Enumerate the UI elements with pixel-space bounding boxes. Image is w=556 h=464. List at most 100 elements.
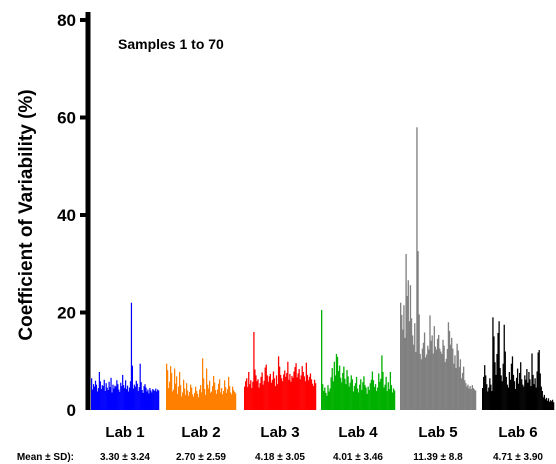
lab-label: Lab 5 bbox=[418, 424, 457, 441]
bar bbox=[291, 375, 293, 411]
bar bbox=[501, 381, 503, 410]
bar bbox=[439, 348, 441, 410]
bar bbox=[548, 401, 551, 410]
bar bbox=[288, 379, 290, 410]
bar bbox=[370, 379, 372, 410]
bar bbox=[402, 329, 404, 410]
bar bbox=[212, 386, 214, 410]
bar bbox=[451, 337, 453, 410]
bar bbox=[522, 384, 524, 410]
bar bbox=[356, 388, 359, 410]
bar bbox=[204, 389, 206, 410]
bar bbox=[327, 385, 329, 410]
bar bbox=[265, 364, 267, 410]
lab-label: Lab 2 bbox=[181, 424, 220, 441]
y-axis-label: Coefficient of Variability (%) bbox=[16, 89, 37, 340]
bar bbox=[231, 394, 233, 410]
bar bbox=[281, 378, 283, 410]
bar bbox=[416, 127, 418, 410]
bar bbox=[270, 382, 273, 410]
bar bbox=[169, 381, 171, 410]
bar bbox=[347, 376, 349, 410]
bar bbox=[527, 382, 529, 410]
bar bbox=[224, 380, 226, 410]
bar bbox=[441, 353, 443, 410]
bar bbox=[498, 321, 500, 410]
bar bbox=[353, 386, 356, 410]
bar bbox=[297, 373, 299, 410]
bar bbox=[518, 383, 520, 410]
bar bbox=[179, 371, 181, 410]
bar bbox=[510, 363, 513, 410]
bar bbox=[113, 388, 115, 410]
bar bbox=[403, 305, 405, 410]
bar bbox=[203, 378, 205, 410]
bar bbox=[298, 369, 300, 410]
bar bbox=[287, 361, 289, 410]
bar bbox=[540, 386, 542, 410]
bar bbox=[542, 397, 544, 410]
bar bbox=[322, 384, 324, 410]
lab-series-4 bbox=[321, 310, 396, 410]
bar bbox=[123, 385, 125, 410]
bar bbox=[245, 381, 247, 410]
bar bbox=[455, 368, 457, 410]
bar bbox=[232, 386, 234, 410]
bar bbox=[411, 335, 414, 410]
bar bbox=[472, 388, 475, 410]
bar bbox=[384, 384, 386, 410]
bar bbox=[278, 366, 281, 410]
bar bbox=[436, 338, 439, 410]
bar bbox=[213, 375, 215, 411]
bar bbox=[185, 394, 187, 410]
bar bbox=[348, 386, 350, 410]
bar bbox=[534, 378, 536, 410]
bar bbox=[171, 372, 173, 410]
bar bbox=[541, 390, 543, 410]
bar bbox=[373, 387, 376, 410]
bar bbox=[306, 374, 309, 410]
bar bbox=[426, 354, 428, 410]
bar bbox=[521, 379, 523, 410]
lab-label: Lab 3 bbox=[260, 424, 299, 441]
bar bbox=[311, 383, 314, 410]
bar bbox=[493, 336, 495, 410]
lab-stat: 4.18 ± 3.05 bbox=[255, 452, 305, 463]
bar bbox=[490, 384, 492, 410]
bar bbox=[410, 318, 413, 410]
y-tick-label: 20 bbox=[57, 304, 76, 323]
bar bbox=[229, 386, 231, 410]
bar bbox=[469, 386, 471, 410]
bar bbox=[264, 367, 266, 410]
bar bbox=[368, 390, 370, 410]
bar bbox=[125, 389, 128, 410]
bar bbox=[139, 363, 141, 410]
bar bbox=[349, 382, 351, 410]
bar bbox=[458, 367, 460, 410]
bar bbox=[512, 374, 515, 410]
bar bbox=[336, 356, 339, 410]
bar bbox=[137, 390, 139, 410]
bar bbox=[170, 366, 172, 411]
bar bbox=[93, 386, 96, 410]
bar bbox=[471, 385, 473, 410]
bar bbox=[135, 380, 137, 410]
bar bbox=[142, 392, 144, 410]
lab-stat: 4.71 ± 3.90 bbox=[493, 452, 543, 463]
bar bbox=[105, 383, 107, 410]
bar bbox=[91, 378, 93, 410]
bar bbox=[95, 384, 98, 410]
bar bbox=[487, 391, 489, 410]
bar bbox=[193, 396, 195, 410]
bar bbox=[92, 384, 95, 410]
bar bbox=[345, 384, 347, 410]
bar bbox=[206, 368, 208, 410]
bar bbox=[551, 399, 554, 410]
bar bbox=[91, 389, 94, 410]
bar bbox=[202, 358, 204, 410]
bar bbox=[338, 365, 341, 410]
bar bbox=[408, 321, 411, 410]
bar bbox=[181, 396, 183, 410]
bar bbox=[285, 376, 287, 410]
bar bbox=[507, 387, 509, 410]
